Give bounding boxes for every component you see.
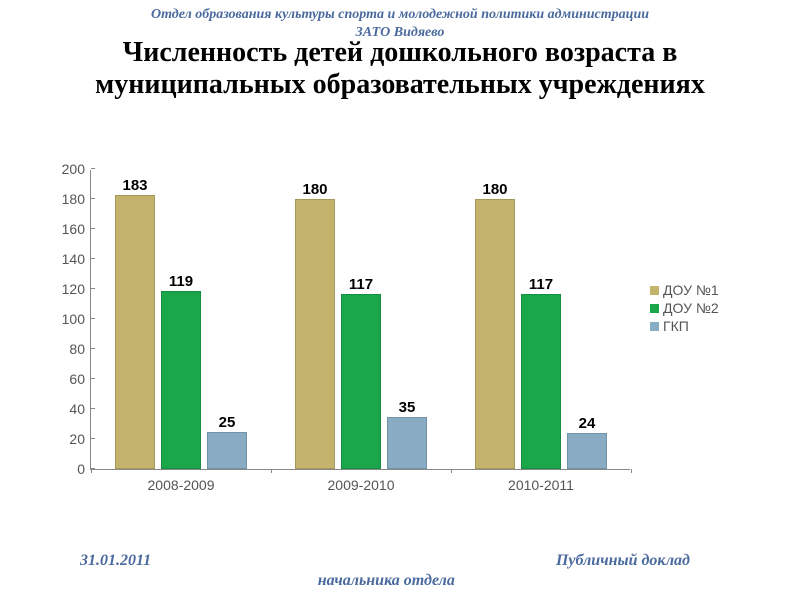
bar-value-label: 180 (482, 181, 507, 200)
x-category-label: 2009-2010 (328, 469, 395, 493)
footer-date: 31.01.2011 (80, 552, 151, 570)
y-tick-label: 0 (77, 461, 91, 477)
footer-report: Публичный доклад (556, 552, 690, 570)
x-category-label: 2008-2009 (148, 469, 215, 493)
bar-value-label: 25 (219, 414, 236, 433)
y-tick-label: 140 (62, 251, 91, 267)
bar-value-label: 24 (579, 415, 596, 434)
legend-swatch (650, 304, 659, 313)
y-tick-label: 180 (62, 191, 91, 207)
chart-container: 0204060801001201401601802002008-20091831… (40, 170, 760, 510)
bar-value-label: 183 (122, 177, 147, 196)
bar: 35 (387, 417, 427, 470)
chart-legend: ДОУ №1 ДОУ №2 ГКП (650, 280, 760, 336)
bar: 183 (115, 195, 155, 470)
chart-plot-area: 0204060801001201401601802002008-20091831… (90, 170, 630, 470)
y-tick-label: 120 (62, 281, 91, 297)
legend-label: ДОУ №2 (663, 300, 719, 316)
bar: 180 (475, 199, 515, 469)
bar-value-label: 119 (169, 273, 193, 292)
legend-label: ГКП (663, 318, 689, 334)
y-tick-label: 200 (62, 161, 91, 177)
y-tick-label: 40 (69, 401, 91, 417)
legend-item: ДОУ №2 (650, 300, 760, 316)
legend-item: ДОУ №1 (650, 282, 760, 298)
y-tick-label: 80 (69, 341, 91, 357)
y-tick-label: 100 (62, 311, 91, 327)
y-tick-label: 160 (62, 221, 91, 237)
legend-swatch (650, 286, 659, 295)
bar: 180 (295, 199, 335, 469)
department-header: Отдел образования культуры спорта и моло… (0, 0, 800, 41)
bar: 119 (161, 291, 201, 470)
bar: 25 (207, 432, 247, 470)
bar: 117 (341, 294, 381, 470)
bar-value-label: 117 (349, 276, 373, 295)
bar-value-label: 35 (399, 399, 416, 418)
bar-value-label: 180 (302, 181, 327, 200)
bar-value-label: 117 (529, 276, 553, 295)
y-tick-label: 20 (69, 431, 91, 447)
legend-item: ГКП (650, 318, 760, 334)
footer-subtitle: начальника отдела (318, 572, 455, 590)
bar: 117 (521, 294, 561, 470)
legend-label: ДОУ №1 (663, 282, 719, 298)
y-tick-label: 60 (69, 371, 91, 387)
bar: 24 (567, 433, 607, 469)
page-title: Численность детей дошкольного возраста в… (0, 37, 800, 101)
header-line1: Отдел образования культуры спорта и моло… (151, 7, 649, 22)
legend-swatch (650, 322, 659, 331)
x-category-label: 2010-2011 (508, 469, 574, 493)
